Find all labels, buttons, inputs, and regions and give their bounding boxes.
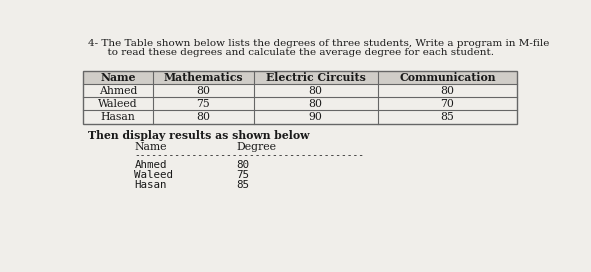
Text: 70: 70 <box>440 99 454 109</box>
Text: 85: 85 <box>236 180 249 190</box>
Text: Name: Name <box>134 142 167 152</box>
Text: Ahmed: Ahmed <box>134 160 167 170</box>
Text: Then display results as shown below: Then display results as shown below <box>88 130 309 141</box>
Text: 4- The Table shown below lists the degrees of three students, Write a program in: 4- The Table shown below lists the degre… <box>88 39 549 48</box>
Text: Name: Name <box>100 72 136 83</box>
Text: 90: 90 <box>309 112 323 122</box>
Text: Hasan: Hasan <box>134 180 167 190</box>
Text: Waleed: Waleed <box>134 170 173 180</box>
Text: ----------------------------------------: ---------------------------------------- <box>134 151 364 160</box>
Text: Communication: Communication <box>399 72 496 83</box>
Text: 80: 80 <box>196 112 210 122</box>
Text: to read these degrees and calculate the average degree for each student.: to read these degrees and calculate the … <box>88 48 494 57</box>
Text: 80: 80 <box>196 86 210 96</box>
Text: 85: 85 <box>440 112 454 122</box>
Text: 80: 80 <box>440 86 454 96</box>
Text: 75: 75 <box>196 99 210 109</box>
Text: Ahmed: Ahmed <box>99 86 137 96</box>
Text: 75: 75 <box>236 170 249 180</box>
Text: 80: 80 <box>236 160 249 170</box>
Text: Electric Circuits: Electric Circuits <box>266 72 366 83</box>
Text: 80: 80 <box>309 99 323 109</box>
Bar <box>83 71 517 123</box>
Text: Waleed: Waleed <box>98 99 138 109</box>
Text: Mathematics: Mathematics <box>164 72 243 83</box>
Text: Degree: Degree <box>236 142 277 152</box>
Text: 80: 80 <box>309 86 323 96</box>
Bar <box>83 71 517 84</box>
Text: Hasan: Hasan <box>100 112 135 122</box>
